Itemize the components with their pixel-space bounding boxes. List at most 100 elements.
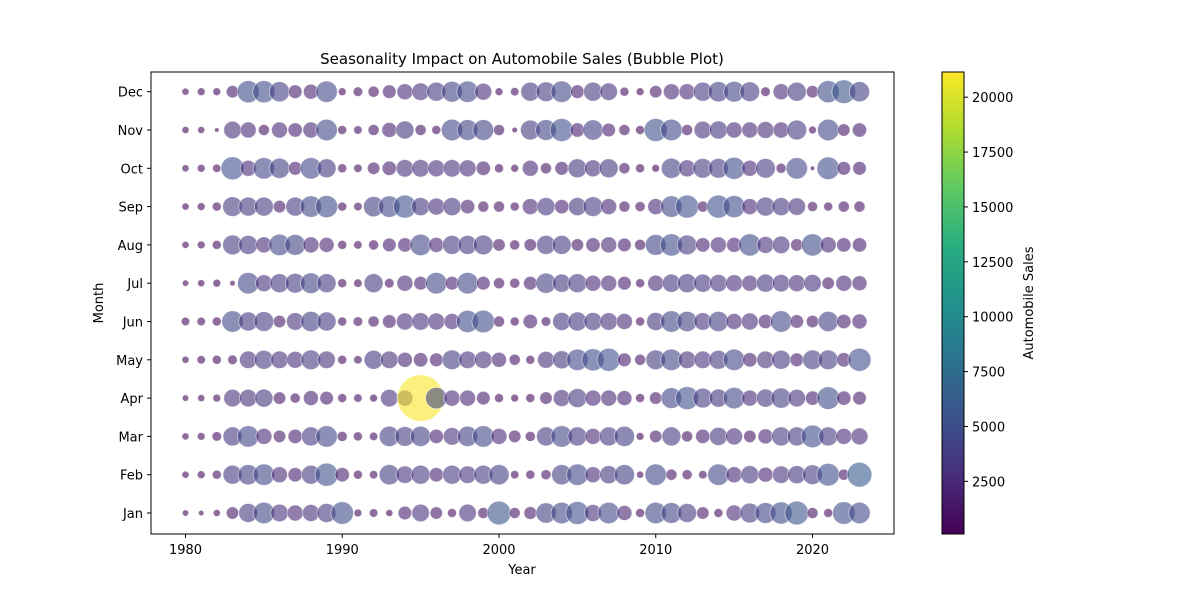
bubble-apr-2001 (510, 393, 520, 403)
bubble-mar-2011 (661, 426, 682, 447)
bubble-may-1993 (380, 350, 399, 369)
bubble-aug-2004 (551, 235, 572, 255)
bubble-nov-1983 (223, 120, 242, 140)
chart-title: Seasonality Impact on Automobile Sales (… (320, 50, 724, 68)
bubble-oct-2018 (775, 162, 787, 174)
bubble-sep-2008 (618, 200, 631, 213)
bubble-oct-1994 (395, 159, 415, 178)
bubble-jul-1992 (363, 273, 384, 294)
colorbar-tick-label: 12500 (972, 256, 1013, 271)
bubble-jul-1980 (181, 279, 190, 287)
bubble-jul-2006 (584, 274, 602, 292)
bubble-apr-2010 (649, 391, 663, 405)
bubble-mar-1986 (272, 429, 287, 443)
bubble-jul-2001 (509, 277, 521, 289)
bubble-jan-2000 (486, 500, 512, 526)
bubble-apr-2006 (584, 389, 602, 407)
bubble-nov-2004 (549, 118, 574, 142)
bubble-dec-2011 (663, 83, 680, 101)
y-tick-label: Jan (122, 507, 143, 522)
bubble-jul-2021 (821, 276, 835, 290)
bubble-feb-2000 (488, 464, 510, 486)
bubble-jun-2003 (540, 316, 552, 327)
bubble-jan-2021 (823, 508, 834, 518)
bubble-apr-1982 (212, 393, 222, 403)
bubble-dec-2008 (619, 86, 630, 97)
bubble-apr-1988 (302, 390, 319, 407)
bubble-apr-1980 (181, 394, 190, 402)
bubble-dec-1981 (196, 87, 206, 97)
bubble-dec-2017 (760, 86, 771, 97)
bubble-nov-2020 (808, 125, 817, 135)
bubble-nov-2013 (693, 120, 712, 140)
bubble-oct-1982 (212, 163, 222, 173)
bubble-may-2012 (677, 350, 697, 369)
bubble-oct-1986 (268, 157, 291, 179)
bubble-jun-1999 (471, 309, 496, 334)
bubble-sep-2018 (771, 197, 791, 217)
bubble-apr-2019 (787, 388, 806, 408)
bubble-mar-1981 (196, 432, 206, 441)
bubble-feb-2009 (636, 470, 645, 479)
bubble-jun-1992 (367, 315, 380, 328)
bubble-may-2003 (537, 350, 555, 369)
bubble-mar-1990 (336, 430, 348, 442)
bubble-feb-2012 (681, 469, 693, 481)
bubble-jun-1981 (196, 316, 206, 327)
bubble-feb-1991 (352, 469, 363, 480)
bubble-feb-2015 (725, 466, 743, 484)
bubble-oct-2005 (567, 158, 588, 179)
bubble-aug-2022 (836, 237, 852, 253)
bubble-jun-2000 (493, 315, 505, 328)
bubble-aug-2017 (756, 236, 775, 254)
bubble-jul-1994 (396, 274, 414, 292)
bubble-nov-1986 (271, 121, 288, 139)
bubble-dec-2010 (649, 85, 663, 99)
bubble-jul-1991 (353, 278, 363, 288)
bubble-nov-2008 (618, 124, 631, 136)
bubble-feb-2013 (698, 470, 708, 480)
bubble-aug-2013 (695, 237, 711, 253)
bubble-nov-2000 (493, 124, 505, 136)
colorbar-tick-label: 15000 (972, 201, 1013, 216)
bubble-may-1991 (353, 355, 363, 365)
bubble-sep-1982 (211, 201, 222, 212)
y-axis-label: Month (92, 283, 107, 324)
bubble-mar-1980 (181, 432, 190, 441)
bubble-jan-1993 (385, 509, 394, 517)
bubble-jan-2014 (713, 508, 724, 518)
bubble-aug-2001 (509, 239, 521, 251)
bubble-nov-1982 (214, 127, 220, 133)
bubble-sep-2006 (582, 196, 604, 217)
bubble-jun-1994 (396, 312, 414, 331)
colorbar-frame (941, 71, 965, 535)
bubble-aug-2012 (676, 234, 698, 256)
bubble-may-2023 (847, 347, 872, 372)
bubble-nov-2012 (681, 124, 694, 136)
bubble-oct-1997 (442, 159, 462, 178)
bubble-jun-1982 (211, 316, 222, 327)
x-axis-label: Year (507, 563, 536, 578)
bubble-feb-2016 (740, 465, 760, 485)
bubble-mar-1991 (352, 431, 363, 442)
bubble-jan-1982 (212, 509, 221, 517)
bubble-nov-1999 (472, 119, 495, 141)
bubble-dec-2000 (494, 87, 504, 97)
bubble-nov-2021 (817, 118, 840, 142)
bubble-oct-1991 (353, 163, 363, 173)
bubble-apr-1991 (353, 393, 363, 403)
bubble-jul-2013 (693, 273, 713, 293)
colorbar-tick-label: 17500 (972, 146, 1013, 161)
bubble-may-1998 (458, 350, 477, 369)
bubble-nov-2001 (511, 126, 518, 134)
bubble-feb-1987 (287, 467, 303, 483)
bubble-may-1983 (227, 354, 238, 366)
bubble-aug-1995 (409, 233, 432, 257)
bubble-apr-1989 (319, 390, 334, 406)
bubble-dec-2004 (550, 80, 573, 103)
bubble-oct-2007 (598, 158, 619, 179)
bubble-nov-2005 (569, 122, 585, 138)
bubble-feb-1980 (181, 470, 190, 479)
colorbar-gradient (942, 72, 964, 534)
bubble-aug-2005 (570, 238, 585, 252)
